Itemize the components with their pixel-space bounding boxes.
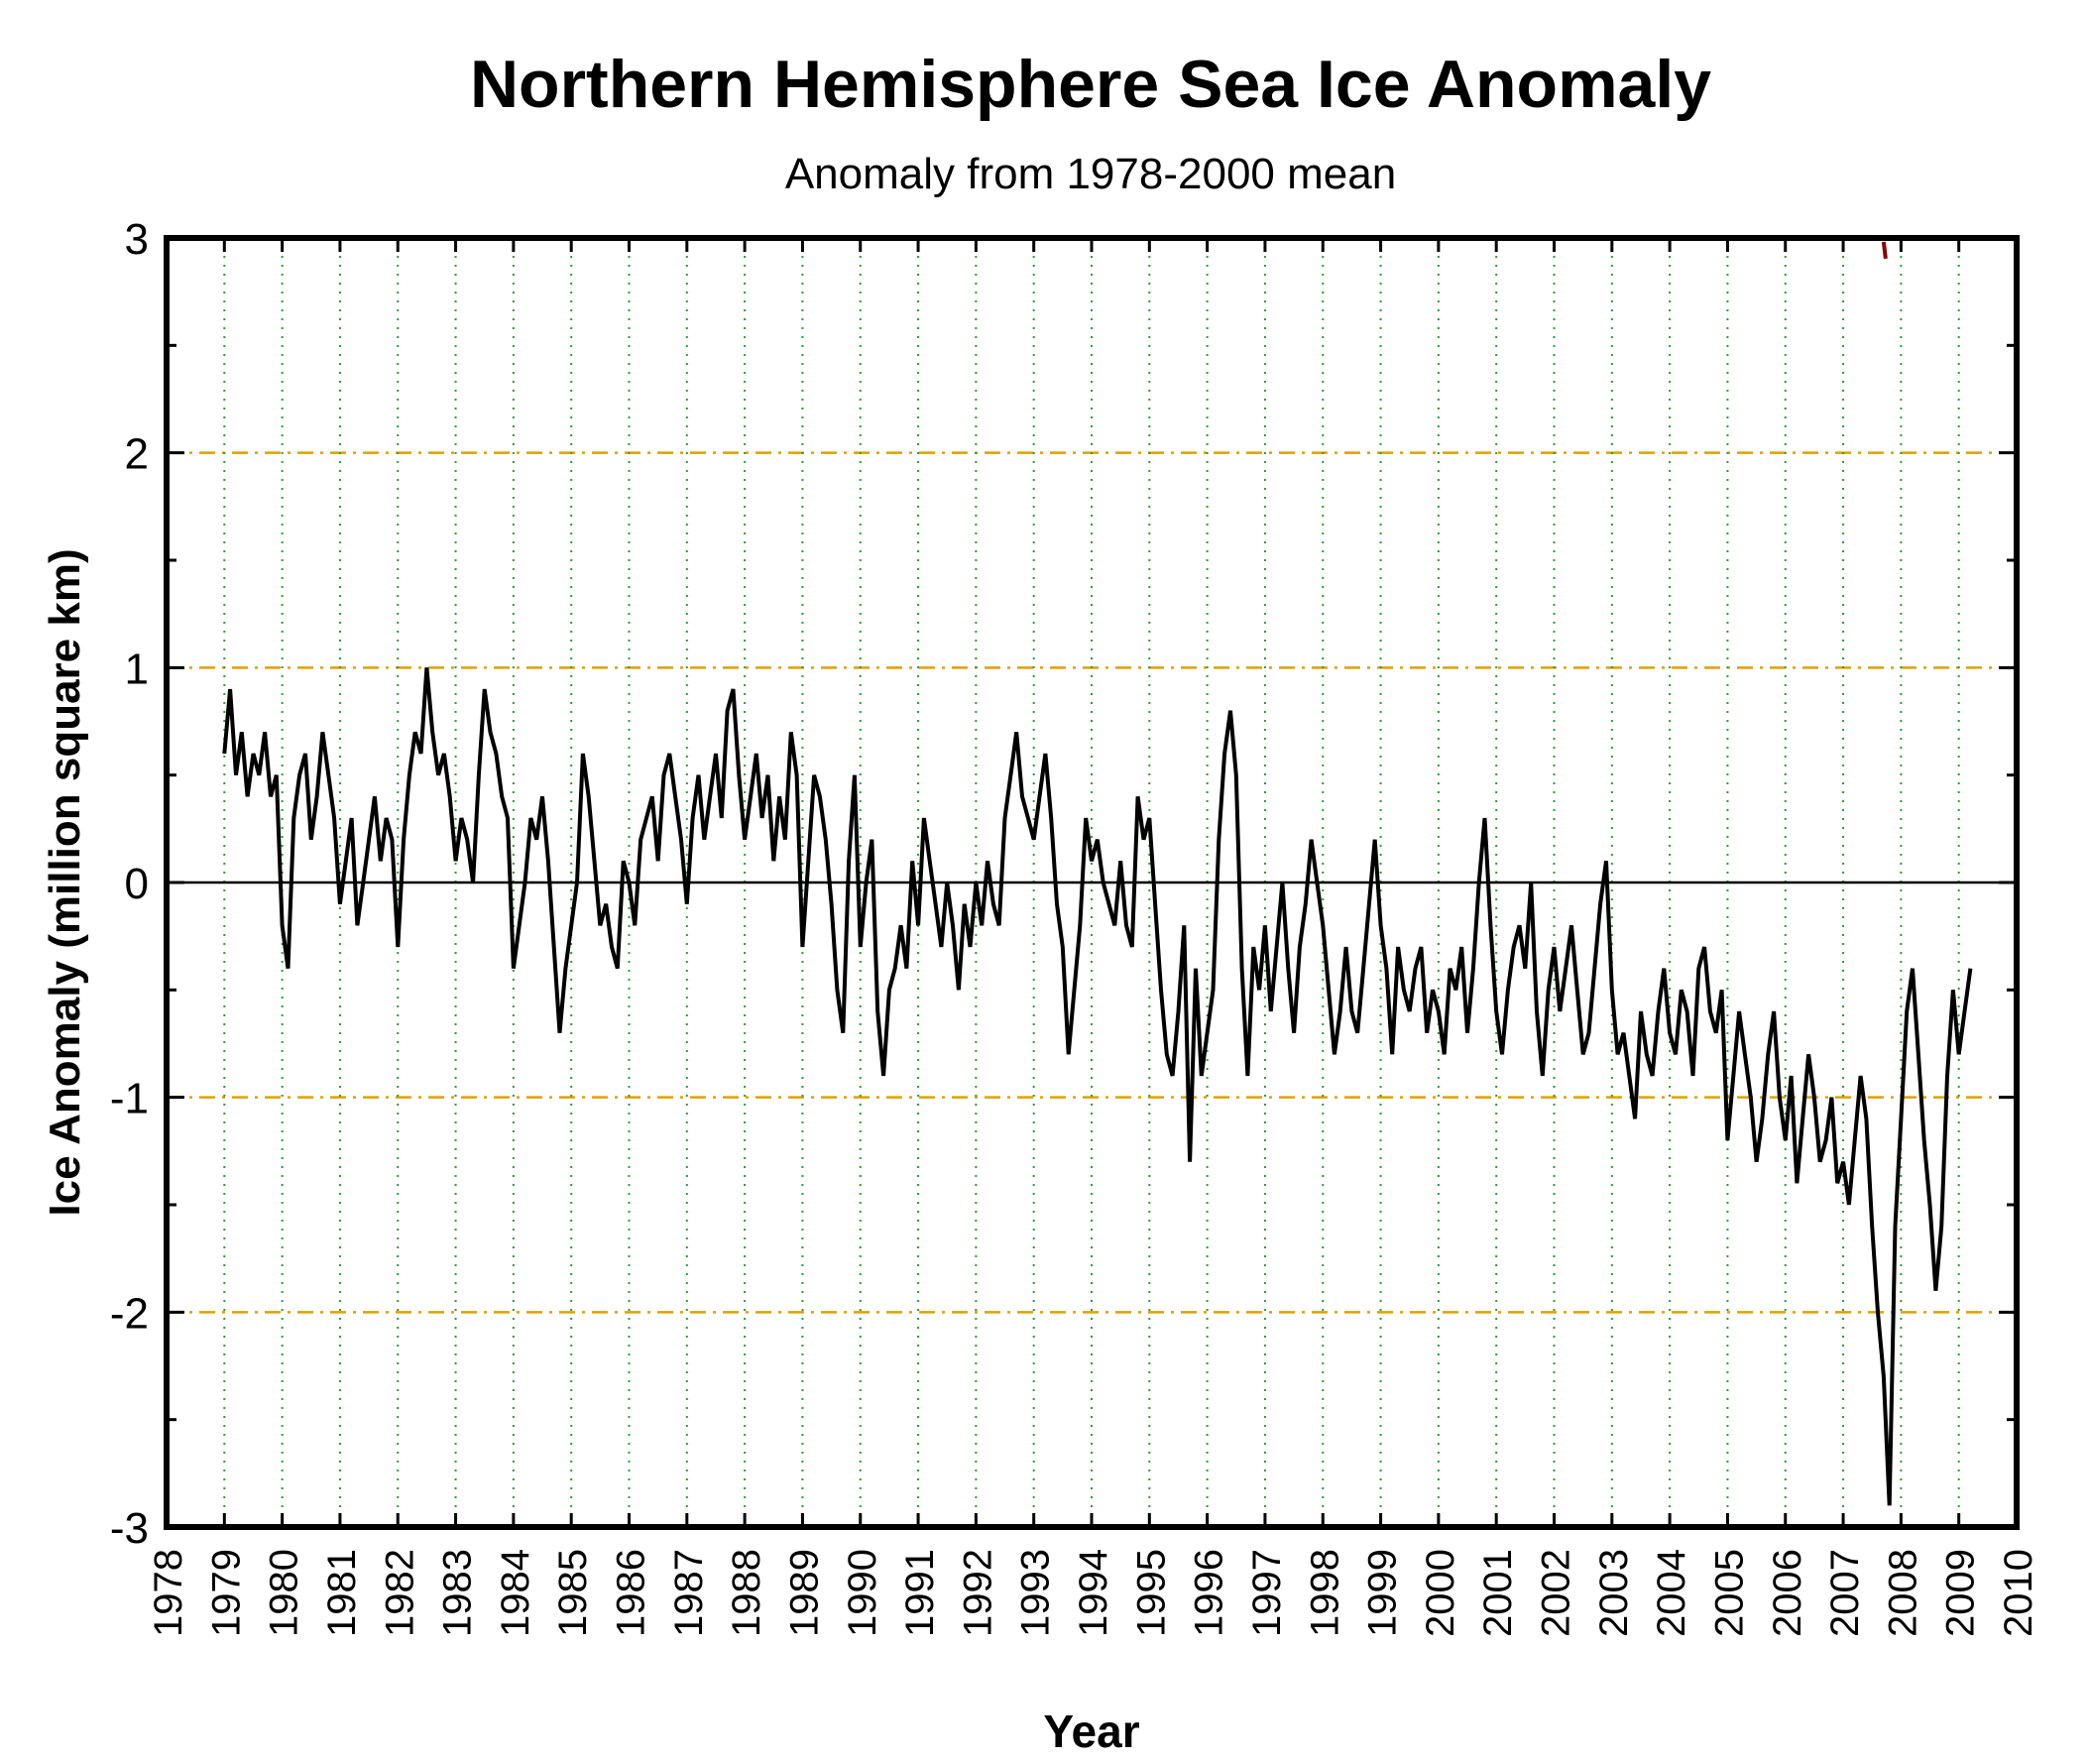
x-tick-label: 1995 (1129, 1549, 1173, 1637)
x-tick-label: 1990 (841, 1549, 884, 1637)
x-tick-label: 1985 (551, 1549, 595, 1637)
y-tick-label: 2 (125, 430, 149, 479)
x-tick-label: 1991 (898, 1549, 942, 1637)
y-tick-label: 0 (125, 860, 149, 908)
y-tick-label: -3 (110, 1504, 149, 1553)
anomaly-line (222, 667, 1973, 1506)
x-axis-title: Year (1043, 1705, 1139, 1757)
x-tick-label: 2003 (1592, 1549, 1636, 1637)
x-tick-label: 2002 (1535, 1549, 1578, 1637)
x-tick-label: 1994 (1072, 1549, 1115, 1637)
x-tick-label: 2001 (1476, 1549, 1520, 1637)
x-tick-label: 2005 (1707, 1549, 1751, 1637)
x-tick-label: 1999 (1361, 1549, 1405, 1637)
chart-subtitle: Anomaly from 1978-2000 mean (785, 150, 1396, 198)
x-tick-label: 2007 (1823, 1549, 1867, 1637)
x-tick-label: 2010 (1997, 1549, 2040, 1637)
chart-title: Northern Hemisphere Sea Ice Anomaly (470, 47, 1711, 122)
x-tick-label: 1987 (667, 1549, 711, 1637)
axis-ticks (165, 236, 2019, 1529)
x-tick-label: 1978 (147, 1549, 190, 1637)
y-tick-label: -1 (110, 1075, 149, 1123)
artifact-mark (1881, 241, 1888, 260)
y-tick-label: 3 (125, 215, 149, 264)
y-tick-label: 1 (125, 645, 149, 693)
x-tick-label: 2004 (1650, 1549, 1693, 1637)
x-tick-label: 1988 (725, 1549, 768, 1637)
x-tick-label: 1996 (1188, 1549, 1231, 1637)
x-tick-label: 1984 (494, 1549, 537, 1637)
x-tick-label: 2000 (1419, 1549, 1462, 1637)
x-tick-label: 1979 (204, 1549, 248, 1637)
series (222, 667, 1973, 1506)
x-tick-label: 1980 (263, 1549, 306, 1637)
x-tick-label: 1983 (436, 1549, 480, 1637)
x-tick-label: 2009 (1939, 1549, 1983, 1637)
x-tick-labels: 1978 1979 1980 1981 1982 1983 1984 1985 1986 1987… (147, 1549, 2040, 1637)
x-tick-label: 1989 (782, 1549, 826, 1637)
x-tick-label: 1986 (610, 1549, 653, 1637)
y-tick-labels: -3 -2 -1 0 1 2 3 (110, 215, 149, 1553)
x-tick-label: 1998 (1303, 1549, 1346, 1637)
x-tick-label: 2006 (1766, 1549, 1809, 1637)
artifact-line (1881, 241, 1888, 260)
x-tick-label: 1993 (1014, 1549, 1058, 1637)
y-tick-label: -2 (110, 1289, 149, 1338)
x-tick-label: 1997 (1245, 1549, 1289, 1637)
x-tick-label: 1981 (320, 1549, 364, 1637)
y-axis-title: Ice Anomaly (million square km) (41, 548, 89, 1216)
x-tick-label: 1992 (956, 1549, 999, 1637)
x-tick-label: 1982 (378, 1549, 421, 1637)
x-tick-label: 2008 (1881, 1549, 1924, 1637)
